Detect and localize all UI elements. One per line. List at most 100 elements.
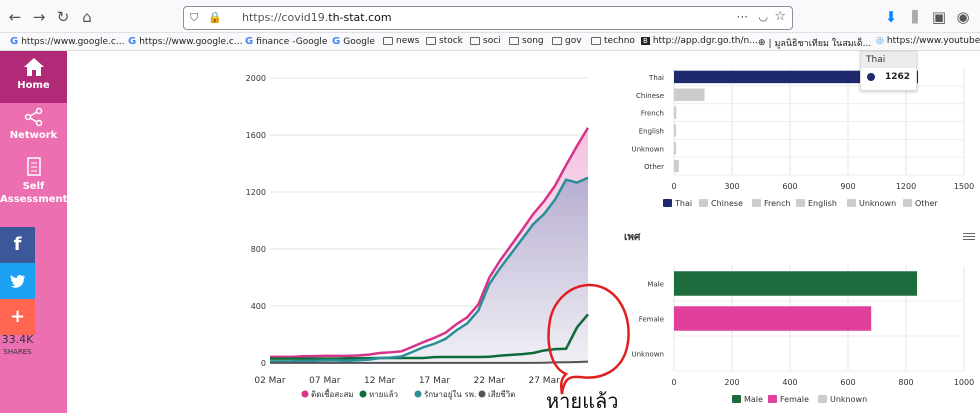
bookmark-folder[interactable]: song bbox=[509, 36, 544, 46]
bar bbox=[674, 142, 676, 155]
facebook-share-button[interactable]: f bbox=[0, 227, 35, 263]
back-icon[interactable]: ← bbox=[8, 8, 22, 26]
forward-icon[interactable]: → bbox=[32, 8, 46, 26]
series-line-2 bbox=[270, 176, 589, 363]
legend-label: Unknown bbox=[830, 395, 867, 404]
folder-icon bbox=[509, 37, 519, 45]
legend-marker bbox=[732, 395, 741, 403]
account-icon[interactable]: ◉ bbox=[956, 8, 970, 26]
facebook-icon: f bbox=[13, 234, 22, 255]
folder-icon bbox=[426, 37, 436, 45]
legend-label: Other bbox=[915, 199, 938, 208]
bar bbox=[674, 271, 918, 296]
x-tick-label: 800 bbox=[898, 378, 913, 387]
category-label: English bbox=[639, 127, 664, 135]
y-tick-label: 2000 bbox=[246, 74, 266, 83]
series-line-0 bbox=[270, 127, 590, 359]
x-tick-label: 1000 bbox=[954, 378, 974, 387]
y-tick-label: 1200 bbox=[246, 188, 266, 197]
url-text: https://covid19.th-stat.com bbox=[242, 11, 392, 24]
x-tick-label: 22 Mar bbox=[474, 376, 506, 386]
legend-marker bbox=[796, 199, 805, 207]
x-tick-label: 1200 bbox=[896, 182, 916, 191]
sidebar: Home Network Self Assessment f + bbox=[0, 51, 67, 413]
lock-icon[interactable]: 🔒 bbox=[208, 11, 222, 24]
category-label: Unknown bbox=[632, 145, 665, 153]
legend-label: English bbox=[808, 199, 837, 208]
x-tick-label: 07 Mar bbox=[309, 376, 341, 386]
folder-icon bbox=[470, 37, 480, 45]
category-label: Thai bbox=[648, 74, 664, 82]
more-share-button[interactable]: + bbox=[0, 299, 35, 335]
bar bbox=[674, 124, 676, 137]
card-label: อายุมากสุด bbox=[109, 178, 178, 194]
library-icon[interactable]: ⫼ bbox=[911, 8, 919, 26]
x-tick-label: 12 Mar bbox=[364, 376, 396, 386]
x-tick-label: 600 bbox=[840, 378, 855, 387]
globe-icon: ⊕ bbox=[758, 38, 766, 48]
bar bbox=[674, 106, 677, 119]
bookmark-folder[interactable]: soci bbox=[470, 36, 501, 46]
gender-chart: 0 200 400 600 800 1000 Male Female Unknown Male Fe… bbox=[632, 266, 974, 404]
bar bbox=[674, 159, 679, 173]
legend-label: ติดเชื้อสะสม bbox=[311, 388, 354, 399]
bookmark-star-icon[interactable]: ☆ bbox=[774, 9, 786, 24]
google-icon: G bbox=[332, 36, 341, 47]
home-nav-icon[interactable]: ⌂ bbox=[82, 8, 92, 26]
b-site-icon: B bbox=[641, 37, 650, 45]
bar bbox=[674, 306, 872, 331]
folder-icon bbox=[591, 37, 601, 45]
nationality-chart: 0 300 600 900 1200 1500 Thai Chinese French Engli… bbox=[632, 68, 974, 208]
x-tick-label: 900 bbox=[840, 182, 855, 191]
card-label: อายุเฉลี่ย bbox=[115, 291, 172, 307]
x-tick-label: 600 bbox=[782, 182, 797, 191]
x-tick-label: 0 bbox=[671, 182, 676, 191]
legend-label: เสียชีวิต bbox=[488, 390, 515, 399]
bookmark-folder[interactable]: gov bbox=[552, 36, 582, 46]
legend-marker bbox=[752, 199, 761, 207]
google-icon: G bbox=[10, 36, 19, 47]
sidebar-item-self-assessment[interactable]: Self Assessment bbox=[0, 157, 67, 209]
bookmark-folder[interactable]: news bbox=[383, 36, 419, 46]
legend-label: รักษาอยู่ใน รพ. bbox=[424, 390, 476, 400]
google-icon: G bbox=[245, 36, 254, 47]
category-label: Other bbox=[644, 163, 664, 171]
sidebar-toggle-icon[interactable]: ▣ bbox=[931, 8, 947, 26]
tooltip-label: Thai bbox=[861, 52, 916, 68]
hospital-area bbox=[270, 177, 588, 363]
share-label: SHARES bbox=[3, 348, 32, 356]
chart-menu-icon[interactable] bbox=[963, 231, 975, 242]
y-tick-label: 0 bbox=[261, 359, 266, 368]
bookmark-item[interactable]: ⊕ | มูลนิธิชาเทียม ในสมเด็... bbox=[758, 38, 872, 49]
folder-icon bbox=[552, 37, 562, 45]
shield-icon[interactable]: ⛉ bbox=[190, 11, 199, 24]
sidebar-item-label: Self Assessment bbox=[0, 181, 68, 205]
series-line-1 bbox=[270, 313, 589, 360]
bookmark-item[interactable]: ◎https://www.youtubet... bbox=[876, 36, 980, 46]
bookmark-item[interactable]: G Google bbox=[332, 36, 375, 47]
bookmark-folder[interactable]: stock bbox=[426, 36, 463, 46]
tooltip-dot bbox=[867, 73, 875, 81]
pocket-icon[interactable]: ◡ bbox=[758, 10, 768, 23]
x-tick-label: 0 bbox=[671, 378, 676, 387]
more-icon[interactable]: ··· bbox=[736, 10, 748, 24]
twitter-share-button[interactable] bbox=[0, 263, 35, 299]
folder-icon bbox=[383, 37, 393, 45]
download-icon[interactable]: ⬇ bbox=[884, 8, 898, 26]
address-bar[interactable]: ⛉ 🔒 https://covid19.th-stat.com ··· ◡ ☆ bbox=[183, 6, 793, 30]
sidebar-item-home[interactable]: Home bbox=[0, 51, 67, 103]
category-label: Male bbox=[647, 281, 664, 289]
card-label: อายุน้อยสุด bbox=[109, 64, 178, 80]
sidebar-item-network[interactable]: Network bbox=[0, 107, 67, 149]
oldest-age-card: อายุมากสุด 84 ปี bbox=[83, 161, 204, 265]
bookmark-folder[interactable]: techno bbox=[591, 36, 635, 46]
reload-icon[interactable]: ↻ bbox=[56, 8, 70, 26]
y-tick-label: 1600 bbox=[246, 131, 266, 140]
browser-toolbar: ← → ↻ ⌂ ⛉ 🔒 https://covid19.th-stat.com … bbox=[0, 0, 980, 33]
legend-label: หายแล้ว bbox=[369, 390, 398, 399]
